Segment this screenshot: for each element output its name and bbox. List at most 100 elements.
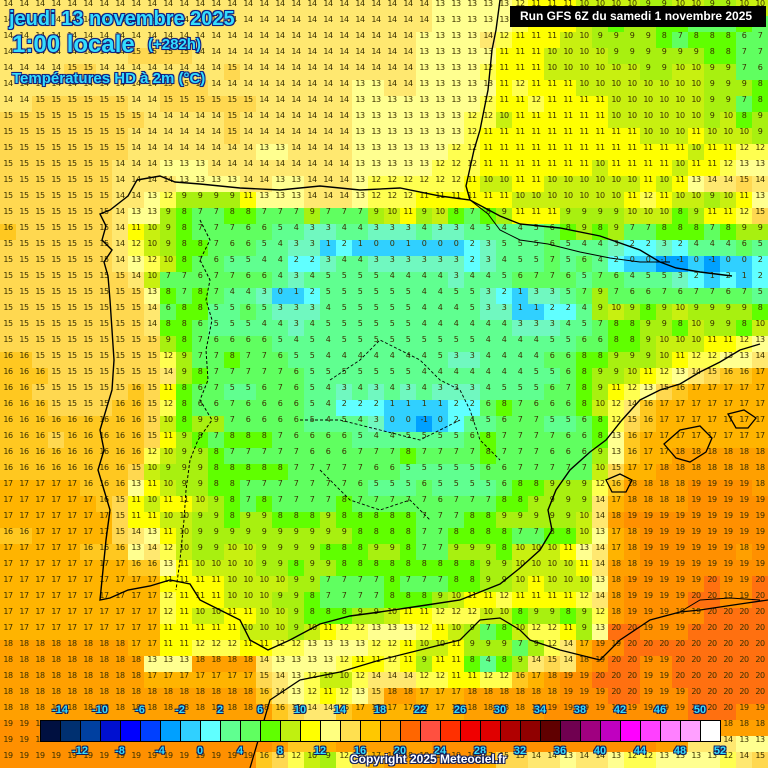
grid-temperature-value: 19: [688, 476, 704, 492]
grid-temperature-value: 9: [480, 540, 496, 556]
grid-temperature-value: 11: [240, 604, 256, 620]
grid-temperature-value: 20: [720, 700, 736, 716]
grid-temperature-value: 11: [208, 620, 224, 636]
grid-temperature-value: 18: [688, 460, 704, 476]
grid-temperature-value: 19: [16, 748, 32, 764]
grid-temperature-value: 17: [752, 380, 768, 396]
grid-temperature-value: 11: [624, 124, 640, 140]
grid-temperature-value: 7: [560, 380, 576, 396]
grid-temperature-value: 11: [656, 140, 672, 156]
grid-temperature-value: 20: [720, 636, 736, 652]
grid-temperature-value: 14: [400, 12, 416, 28]
colorbar-swatch: [281, 721, 301, 741]
grid-temperature-value: 12: [272, 636, 288, 652]
grid-cell: [240, 32, 256, 48]
grid-temperature-value: 15: [0, 140, 16, 156]
grid-temperature-value: 20: [720, 604, 736, 620]
grid-temperature-value: 15: [112, 524, 128, 540]
grid-cell: [240, 16, 256, 32]
grid-temperature-value: 6: [224, 332, 240, 348]
grid-cell: [320, 0, 336, 16]
grid-temperature-value: 11: [512, 124, 528, 140]
grid-temperature-value: 18: [672, 476, 688, 492]
grid-temperature-value: 17: [32, 588, 48, 604]
grid-temperature-value: 8: [336, 604, 352, 620]
grid-cell: [80, 32, 96, 48]
grid-temperature-value: 6: [560, 364, 576, 380]
grid-temperature-value: 18: [128, 668, 144, 684]
grid-cell: [512, 32, 528, 48]
grid-temperature-value: 8: [272, 508, 288, 524]
grid-cell: [320, 48, 336, 64]
grid-temperature-value: 20: [592, 668, 608, 684]
grid-temperature-value: 14: [560, 636, 576, 652]
grid-temperature-value: 15: [16, 172, 32, 188]
grid-temperature-value: 5: [256, 300, 272, 316]
grid-temperature-value: 12: [304, 684, 320, 700]
grid-temperature-value: 13: [608, 748, 624, 764]
grid-temperature-value: 9: [304, 204, 320, 220]
colorbar-swatch: [161, 721, 181, 741]
grid-temperature-value: 13: [752, 332, 768, 348]
grid-temperature-value: 10: [608, 108, 624, 124]
grid-temperature-value: 19: [720, 476, 736, 492]
grid-temperature-value: 5: [320, 268, 336, 284]
grid-temperature-value: 18: [16, 636, 32, 652]
grid-cell: [160, 48, 176, 64]
grid-temperature-value: 10: [624, 92, 640, 108]
grid-temperature-value: 18: [176, 684, 192, 700]
grid-temperature-value: 7: [320, 492, 336, 508]
grid-temperature-value: 12: [416, 668, 432, 684]
grid-temperature-value: 10: [176, 508, 192, 524]
grid-temperature-value: 13: [304, 636, 320, 652]
colorbar-tick-bottom: 36: [554, 745, 566, 757]
grid-temperature-value: 4: [272, 236, 288, 252]
grid-temperature-value: 13: [480, 12, 496, 28]
grid-temperature-value: 13: [416, 124, 432, 140]
grid-temperature-value: 10: [272, 572, 288, 588]
grid-temperature-value: 6: [576, 332, 592, 348]
grid-temperature-value: 16: [0, 220, 16, 236]
grid-temperature-value: 9: [640, 348, 656, 364]
grid-temperature-value: 14: [400, 76, 416, 92]
grid-temperature-value: 11: [544, 28, 560, 44]
colorbar-tick-top: 38: [574, 704, 586, 716]
grid-temperature-value: 5: [320, 364, 336, 380]
grid-temperature-value: 14: [240, 124, 256, 140]
grid-temperature-value: 19: [656, 588, 672, 604]
temperature-colorbar: [40, 720, 721, 742]
grid-temperature-value: 10: [144, 460, 160, 476]
grid-temperature-value: 4: [464, 268, 480, 284]
grid-temperature-value: 8: [496, 540, 512, 556]
grid-cell: [288, 48, 304, 64]
grid-temperature-value: 6: [496, 460, 512, 476]
grid-temperature-value: 7: [272, 476, 288, 492]
grid-temperature-value: 14: [256, 108, 272, 124]
grid-temperature-value: -1: [672, 252, 688, 268]
grid-temperature-value: 7: [528, 268, 544, 284]
grid-temperature-value: 10: [544, 172, 560, 188]
grid-temperature-value: 12: [464, 604, 480, 620]
grid-temperature-value: 14: [288, 140, 304, 156]
grid-temperature-value: 15: [48, 140, 64, 156]
grid-temperature-value: 15: [112, 508, 128, 524]
grid-temperature-value: 10: [496, 604, 512, 620]
grid-temperature-value: 14: [0, 0, 16, 12]
grid-temperature-value: 9: [704, 60, 720, 76]
grid-temperature-value: 10: [448, 588, 464, 604]
grid-temperature-value: 5: [368, 364, 384, 380]
grid-temperature-value: 11: [192, 572, 208, 588]
grid-cell: [256, 16, 272, 32]
grid-temperature-value: 18: [656, 492, 672, 508]
grid-temperature-value: 20: [704, 572, 720, 588]
grid-temperature-value: 17: [64, 476, 80, 492]
grid-temperature-value: 8: [592, 348, 608, 364]
grid-temperature-value: 10: [528, 556, 544, 572]
grid-temperature-value: 8: [288, 508, 304, 524]
grid-temperature-value: 8: [176, 316, 192, 332]
grid-temperature-value: 8: [240, 428, 256, 444]
grid-temperature-value: 17: [32, 524, 48, 540]
grid-temperature-value: 15: [224, 60, 240, 76]
grid-temperature-value: 17: [80, 620, 96, 636]
grid-temperature-value: 17: [64, 492, 80, 508]
